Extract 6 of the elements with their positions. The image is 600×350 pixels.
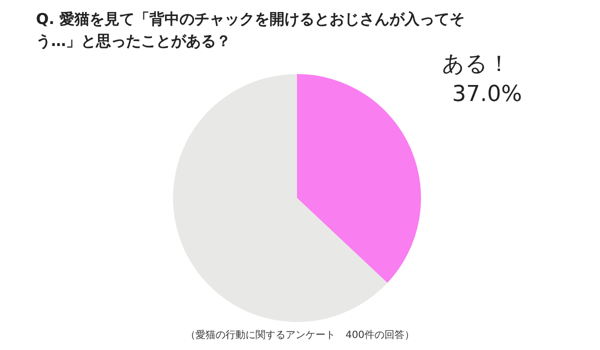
text: （愛猫の行動に関するアンケート 400件の回答） [184,328,416,342]
pie-slice [173,74,388,322]
pie-slice [297,74,421,283]
data-label: 37.0% [452,82,522,107]
slice-label: ある！ [442,52,510,77]
chart-title: Q. 愛猫を見て「背中のチャックを開けるとおじさんが入ってそう…」と思ったことがある？ [36,9,466,52]
